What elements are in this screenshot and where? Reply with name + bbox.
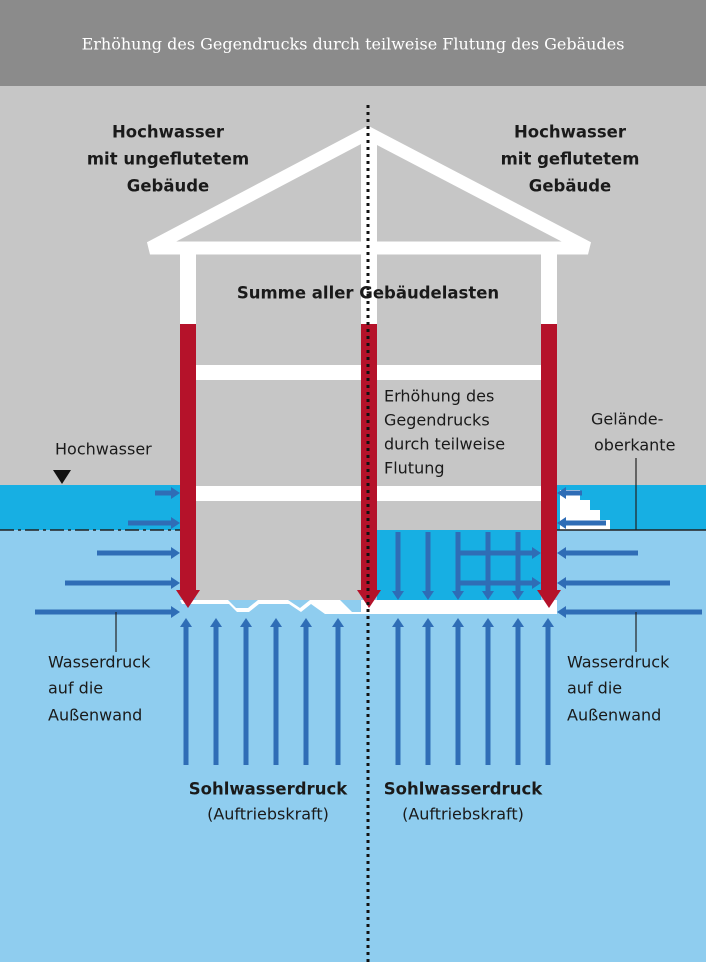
uplift-note: (Auftriebskraft) — [207, 805, 329, 824]
load-arrowhead — [537, 590, 561, 608]
pressure-arrow — [392, 591, 404, 600]
load-column — [541, 324, 557, 594]
pressure-arrow — [210, 618, 222, 627]
pressure-arrow — [171, 606, 180, 618]
ground-label: Gelände- — [591, 410, 663, 429]
load-arrowhead — [357, 590, 381, 608]
base-slab — [361, 600, 557, 614]
pressure-arrow — [392, 618, 404, 627]
water-level-marker — [53, 470, 71, 484]
pressure-arrow — [532, 577, 541, 589]
wall-label: Wasserdruck — [48, 653, 151, 672]
heading: Hochwasser — [112, 123, 225, 142]
wall — [361, 133, 377, 324]
pressure-arrow — [512, 618, 524, 627]
pressure-arrow — [171, 547, 180, 559]
uplift-note: (Auftriebskraft) — [402, 805, 524, 824]
wall-label: auf die — [567, 679, 622, 698]
pressure-arrow — [482, 591, 494, 600]
pressure-arrow — [532, 547, 541, 559]
wall — [541, 252, 557, 324]
counter-label: Gegendrucks — [384, 411, 490, 430]
pressure-arrow — [422, 591, 434, 600]
flood-label: Hochwasser — [55, 440, 152, 459]
pressure-arrow — [452, 618, 464, 627]
header-title: Erhöhung des Gegendrucks durch teilweise… — [82, 35, 625, 54]
counter-label: Erhöhung des — [384, 387, 494, 406]
load-arrowhead — [176, 590, 200, 608]
header-bar — [0, 0, 706, 86]
load-column — [180, 324, 196, 594]
heading: Gebäude — [127, 177, 209, 196]
wall-label: Wasserdruck — [567, 653, 670, 672]
pressure-arrow — [240, 618, 252, 627]
counter-label: durch teilweise — [384, 435, 505, 454]
pressure-arrow — [557, 547, 566, 559]
pressure-arrow — [300, 618, 312, 627]
pressure-arrow — [452, 591, 464, 600]
pressure-arrow — [482, 618, 494, 627]
pressure-arrow — [171, 577, 180, 589]
base-slab — [180, 600, 382, 614]
uplift-label: Sohlwasserdruck — [384, 780, 543, 799]
pressure-arrow — [180, 618, 192, 627]
water-steps — [560, 490, 610, 530]
pressure-arrow — [171, 517, 180, 529]
arrows — [35, 487, 702, 765]
pressure-arrow — [557, 517, 566, 529]
uplift-label: Sohlwasserdruck — [189, 780, 348, 799]
wall-label: auf die — [48, 679, 103, 698]
pressure-arrow — [557, 606, 566, 618]
interior-flooded-upper — [377, 255, 541, 530]
ground-label: oberkante — [594, 436, 675, 455]
loads-label: Summe aller Gebäudelasten — [237, 284, 499, 303]
pressure-arrow — [171, 487, 180, 499]
heading: Hochwasser — [514, 123, 627, 142]
wall — [180, 252, 196, 324]
load-column — [361, 324, 377, 594]
ground-water — [0, 530, 706, 962]
heading: mit ungeflutetem — [87, 150, 249, 169]
counter-label: Flutung — [384, 459, 445, 478]
pressure-arrow — [422, 618, 434, 627]
pressure-arrow — [270, 618, 282, 627]
heading: mit geflutetem — [501, 150, 640, 169]
pressure-arrow — [557, 487, 566, 499]
interior-dry — [196, 255, 361, 600]
wall-label: Außenwand — [567, 706, 661, 725]
pressure-arrow — [557, 577, 566, 589]
wall-label: Außenwand — [48, 706, 142, 725]
pressure-arrow — [332, 618, 344, 627]
pressure-arrow — [542, 618, 554, 627]
heading: Gebäude — [529, 177, 611, 196]
pressure-arrow — [512, 591, 524, 600]
